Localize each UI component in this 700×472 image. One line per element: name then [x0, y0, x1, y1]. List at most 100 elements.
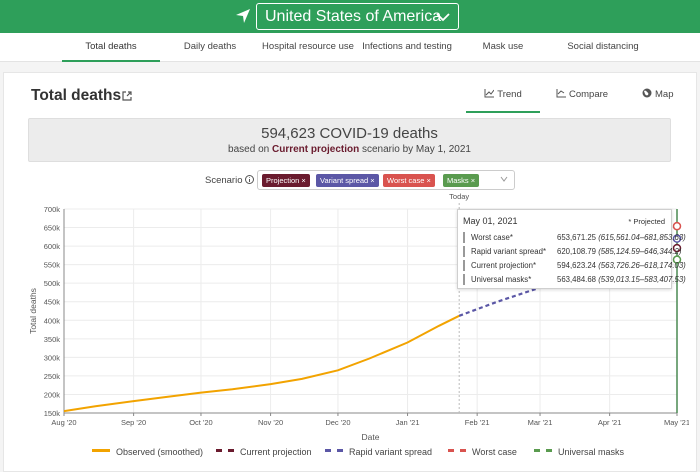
- tab-daily-deaths[interactable]: Daily deaths: [183, 41, 237, 52]
- x-tick-label: Nov '20: [258, 418, 283, 427]
- scenario-chip-masks[interactable]: Masks ×: [443, 174, 480, 187]
- tooltip-row-value-group: 563,484.68 (539,013.15–583,407.53): [557, 274, 686, 285]
- tooltip-row-value: 620,108.79: [557, 247, 597, 256]
- chevron-down-icon[interactable]: [500, 176, 508, 182]
- end-marker: [672, 255, 682, 264]
- tooltip-note: * Projected: [628, 217, 665, 226]
- x-tick-label: Jan '21: [396, 418, 420, 427]
- x-axis-title: Date: [362, 432, 380, 442]
- view-tab-map[interactable]: Map: [642, 83, 673, 113]
- y-tick-label: 350k: [44, 335, 61, 344]
- tooltip-row-range: (539,013.15–583,407.53): [598, 275, 686, 284]
- scenario-chip-variant-spread[interactable]: Variant spread ×: [316, 174, 379, 187]
- chart-legend: Observed (smoothed) Current projection R…: [0, 447, 700, 461]
- tooltip-row: Current projection* 594,623.24 (563,726.…: [463, 260, 686, 271]
- x-tick-label: Sep '20: [121, 418, 146, 427]
- scenario-label-text: Scenario: [205, 175, 243, 186]
- tooltip-row-range: (563,726.26–618,174.03): [598, 261, 686, 270]
- tooltip-row-value: 653,671.25: [557, 233, 597, 242]
- tooltip-row-label: Rapid variant spread*: [471, 247, 546, 256]
- scenario-chip-worst-case[interactable]: Worst case ×: [383, 174, 435, 187]
- y-tick-label: 650k: [44, 224, 61, 233]
- y-tick-label: 150k: [44, 409, 61, 418]
- tooltip-row-range: (615,561.04–681,853.63): [598, 233, 686, 242]
- x-tick-label: Feb '21: [465, 418, 490, 427]
- tooltip-row-label: Universal masks*: [471, 275, 532, 284]
- end-marker: [672, 243, 682, 253]
- legend-item-worst-case[interactable]: Worst case: [448, 447, 517, 457]
- compare-chart-icon: [556, 89, 566, 98]
- summary-scenario: Current projection: [271, 144, 360, 155]
- legend-item-rapid-variant-spread[interactable]: Rapid variant spread: [325, 447, 432, 457]
- y-tick-label: 450k: [44, 298, 61, 307]
- x-tick-label: Apr '21: [598, 418, 622, 427]
- x-tick-label: Aug '20: [51, 418, 76, 427]
- scenario-label: Scenario: [205, 175, 255, 186]
- country-select[interactable]: United States of America: [256, 3, 459, 30]
- legend-item-universal-masks[interactable]: Universal masks: [534, 447, 624, 457]
- view-tab-compare[interactable]: Compare: [556, 83, 608, 113]
- view-tab-map-label: Map: [655, 89, 674, 100]
- tooltip-row: Universal masks* 563,484.68 (539,013.15–…: [463, 274, 686, 285]
- legend-item-observed[interactable]: Observed (smoothed): [92, 447, 203, 457]
- tooltip-row: Rapid variant spread* 620,108.79 (585,12…: [463, 246, 681, 257]
- summary-subline: based on Current projection scenario by …: [29, 144, 670, 155]
- tooltip-row-value: 594,623.24: [557, 261, 597, 270]
- view-tab-compare-label: Compare: [569, 89, 609, 100]
- view-tab-trend[interactable]: Trend: [466, 83, 540, 113]
- info-icon[interactable]: [245, 175, 255, 184]
- summary-headline: 594,623 COVID-19 deaths: [261, 125, 438, 142]
- y-tick-label: 300k: [44, 353, 61, 362]
- country-select-value: United States of America: [265, 8, 442, 25]
- view-tab-trend-label: Trend: [497, 89, 522, 100]
- x-tick-label: May '21: [664, 418, 689, 427]
- x-tick-label: Oct '20: [189, 418, 213, 427]
- today-label: Today: [449, 192, 469, 201]
- end-marker: [672, 234, 682, 243]
- tooltip-row-value-group: 594,623.24 (563,726.26–618,174.03): [557, 260, 686, 271]
- topic-tabs: Total deaths Daily deaths Hospital resou…: [0, 33, 700, 62]
- section-title: Total deaths: [31, 87, 122, 104]
- tab-mask-use[interactable]: Mask use: [482, 41, 524, 52]
- y-axis-title: Total deaths: [28, 288, 38, 334]
- tooltip-row-value: 563,484.68: [557, 275, 597, 284]
- y-tick-label: 250k: [44, 372, 61, 381]
- scenario-select[interactable]: Projection × Variant spread × Worst case…: [257, 170, 515, 190]
- y-tick-label: 500k: [44, 279, 61, 288]
- y-tick-label: 200k: [44, 390, 61, 399]
- legend-label: Universal masks: [558, 447, 625, 457]
- series-line: [458, 280, 561, 317]
- summary-box: 594,623 COVID-19 deaths based on Current…: [28, 118, 671, 162]
- tab-total-deaths[interactable]: Total deaths: [62, 33, 160, 62]
- tab-hospital-resource-use[interactable]: Hospital resource use: [262, 41, 354, 52]
- tooltip-row-label: Current projection*: [471, 261, 537, 270]
- series-line: [63, 314, 460, 413]
- y-tick-label: 400k: [44, 316, 61, 325]
- legend-label: Observed (smoothed): [116, 447, 204, 457]
- external-link-icon[interactable]: [122, 91, 132, 101]
- location-arrow-icon[interactable]: [235, 8, 251, 24]
- tooltip-row-label: Worst case*: [471, 233, 513, 242]
- y-tick-label: 550k: [44, 261, 61, 270]
- y-tick-label: 700k: [44, 205, 61, 214]
- legend-label: Rapid variant spread: [349, 447, 433, 457]
- globe-icon: [642, 88, 652, 98]
- tooltip-row-range: (585,124.59–646,344.2): [598, 247, 682, 256]
- tab-infections-and-testing[interactable]: Infections and testing: [362, 41, 452, 52]
- x-tick-label: Mar '21: [528, 418, 553, 427]
- tooltip-row-value-group: 653,671.25 (615,561.04–681,853.63): [557, 232, 686, 243]
- scenario-chip-projection[interactable]: Projection ×: [262, 174, 310, 187]
- summary-prefix: based on: [228, 144, 270, 155]
- summary-suffix: scenario by May 1, 2021: [362, 144, 471, 155]
- legend-item-current-projection[interactable]: Current projection: [216, 447, 312, 457]
- end-marker: [672, 221, 682, 231]
- tab-social-distancing[interactable]: Social distancing: [567, 41, 639, 52]
- legend-label: Worst case: [472, 447, 517, 457]
- tooltip-row-value-group: 620,108.79 (585,124.59–646,344.2): [557, 246, 681, 257]
- y-tick-label: 600k: [44, 242, 61, 251]
- tooltip-row: Worst case* 653,671.25 (615,561.04–681,8…: [463, 232, 686, 243]
- top-bar: United States of America: [0, 0, 700, 33]
- legend-label: Current projection: [240, 447, 312, 457]
- chart-tooltip: May 01, 2021 * Projected Worst case* 653…: [457, 209, 686, 289]
- x-tick-label: Dec '20: [325, 418, 350, 427]
